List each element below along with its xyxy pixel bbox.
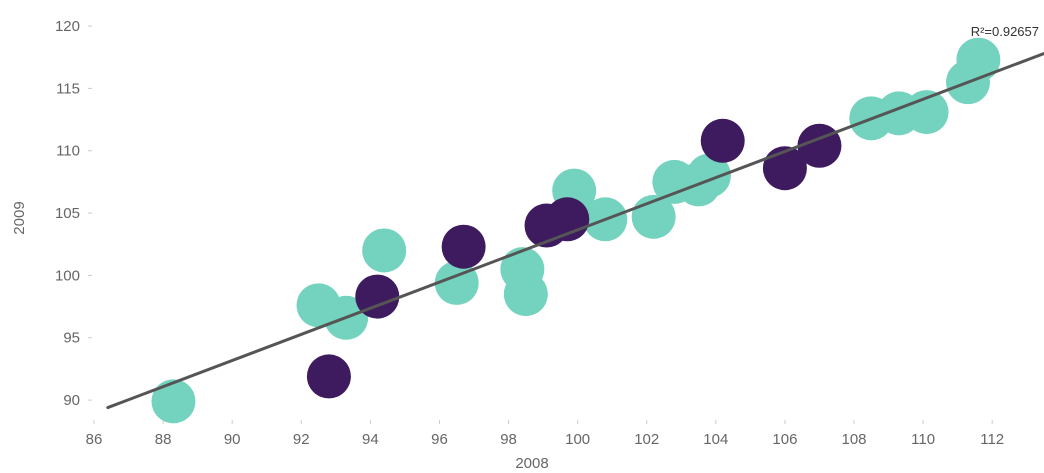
y-axis-label: 2009 bbox=[11, 201, 28, 234]
purple-data-point bbox=[441, 224, 486, 269]
x-tick-label: 110 bbox=[911, 431, 935, 448]
x-tick-label: 96 bbox=[431, 431, 448, 448]
y-tick-label: 100 bbox=[55, 267, 80, 284]
y-tick-label: 105 bbox=[55, 205, 80, 222]
teal-data-point bbox=[151, 379, 196, 424]
y-axis: 90 95 100 105 110 115 120 bbox=[55, 18, 92, 409]
teal-data-point bbox=[686, 153, 731, 198]
purple-data-point bbox=[306, 354, 351, 399]
teal-data-point bbox=[362, 228, 407, 273]
x-tick-label: 88 bbox=[155, 431, 172, 448]
y-tick-label: 95 bbox=[63, 330, 80, 347]
x-tick-label: 90 bbox=[224, 431, 241, 448]
y-tick-label: 110 bbox=[56, 143, 80, 160]
purple-data-point bbox=[355, 274, 400, 319]
y-tick-label: 115 bbox=[56, 80, 80, 97]
x-tick-label: 94 bbox=[362, 431, 379, 448]
x-axis: 86 88 90 92 94 96 98 100 102 104 106 108 110 112 bbox=[86, 420, 1004, 448]
x-tick-label: 112 bbox=[980, 431, 1004, 448]
x-tick-label: 104 bbox=[703, 431, 728, 448]
purple-data-point bbox=[700, 118, 745, 163]
y-tick-label: 90 bbox=[63, 392, 80, 409]
teal-data-point bbox=[503, 272, 548, 317]
x-tick-label: 108 bbox=[841, 431, 866, 448]
x-tick-label: 106 bbox=[772, 431, 797, 448]
x-tick-label: 98 bbox=[500, 431, 517, 448]
x-tick-label: 100 bbox=[565, 431, 590, 448]
teal-data-point bbox=[956, 37, 1001, 82]
x-tick-label: 92 bbox=[293, 431, 310, 448]
x-axis-label: 2008 bbox=[515, 455, 548, 472]
r-squared-annotation: R²=0.92657 bbox=[971, 24, 1039, 39]
trend-line bbox=[106, 51, 1044, 410]
x-tick-label: 86 bbox=[86, 431, 103, 448]
y-tick-label: 120 bbox=[55, 18, 80, 35]
x-tick-label: 102 bbox=[634, 431, 659, 448]
